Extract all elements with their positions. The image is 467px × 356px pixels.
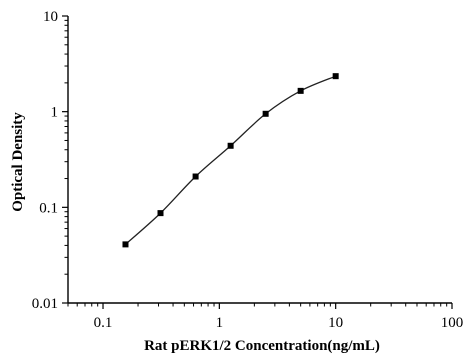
x-tick-label: 10 <box>328 315 343 331</box>
data-series <box>122 73 339 248</box>
y-axis-title: Optical Density <box>10 112 26 212</box>
x-tick-label: 1 <box>216 315 224 331</box>
y-tick-label: 0.1 <box>39 200 58 216</box>
x-axis-title: Rat pERK1/2 Concentration(ng/mL) <box>144 338 380 354</box>
fit-curve <box>125 75 336 245</box>
ticks: 0.1 1 10 100 0.01 0.1 1 10 <box>32 9 464 331</box>
y-tick-label: 1 <box>51 105 59 121</box>
y-tick-label: 0.01 <box>32 296 58 312</box>
y-tick-label: 10 <box>43 9 58 25</box>
data-point-marker <box>297 87 304 94</box>
data-point-marker <box>227 142 234 149</box>
axes <box>67 16 452 304</box>
x-tick-label: 0.1 <box>94 315 113 331</box>
data-point-marker <box>122 241 129 248</box>
data-point-marker <box>157 210 164 217</box>
data-point-marker <box>192 173 199 180</box>
data-point-marker <box>262 110 269 117</box>
data-point-marker <box>332 73 339 80</box>
x-tick-label: 100 <box>441 315 464 331</box>
